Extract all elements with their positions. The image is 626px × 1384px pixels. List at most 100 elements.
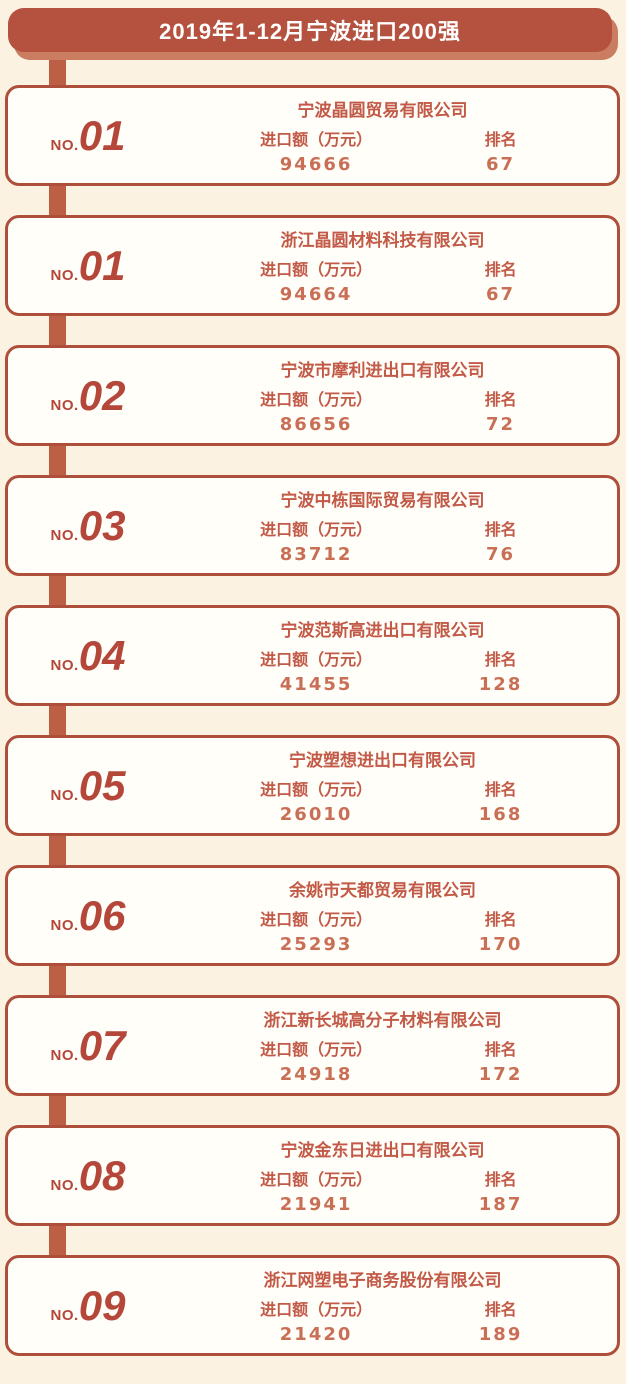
- stats-row: 进口额（万元） 25293 排名 170: [198, 906, 567, 955]
- company-name: 浙江新长城高分子材料有限公司: [263, 1011, 502, 1030]
- rank-number: 06: [78, 891, 126, 939]
- company-info: 宁波市摩利进出口有限公司 进口额（万元） 86656 排名 72: [178, 356, 617, 435]
- company-info: 浙江网塑电子商务股份有限公司 进口额（万元） 21420 排名 189: [178, 1266, 617, 1345]
- company-name: 宁波中栋国际贸易有限公司: [280, 491, 485, 510]
- rank-number: 05: [78, 761, 126, 809]
- stats-row: 进口额（万元） 26010 排名 168: [198, 776, 567, 825]
- stats-row: 进口额（万元） 21420 排名 189: [198, 1296, 567, 1345]
- overall-rank-cell: 排名 76: [434, 516, 567, 565]
- company-name: 浙江晶圆材料科技有限公司: [280, 231, 485, 250]
- company-info: 浙江晶圆材料科技有限公司 进口额（万元） 94664 排名 67: [178, 226, 617, 305]
- import-amount-cell: 进口额（万元） 21420: [198, 1296, 434, 1345]
- import-amount-cell: 进口额（万元） 26010: [198, 776, 434, 825]
- overall-rank-cell: 排名 187: [434, 1166, 567, 1215]
- import-amount-label: 进口额（万元）: [260, 392, 373, 409]
- company-name: 宁波晶圆贸易有限公司: [297, 101, 468, 120]
- company-name: 宁波市摩利进出口有限公司: [280, 361, 485, 380]
- rank-number: 07: [78, 1021, 126, 1069]
- company-card: NO. 08 宁波金东日进出口有限公司 进口额（万元） 21941 排名 187: [5, 1125, 620, 1226]
- import-amount-label: 进口额（万元）: [260, 782, 373, 799]
- rank-number: 08: [78, 1151, 126, 1199]
- overall-rank-label: 排名: [484, 392, 517, 409]
- company-name: 宁波金东日进出口有限公司: [280, 1141, 485, 1160]
- import-amount-cell: 进口额（万元） 83712: [198, 516, 434, 565]
- company-card: NO. 02 宁波市摩利进出口有限公司 进口额（万元） 86656 排名 72: [5, 345, 620, 446]
- rank-badge: NO. 07: [8, 1021, 178, 1069]
- company-info: 余姚市天都贸易有限公司 进口额（万元） 25293 排名 170: [178, 876, 617, 955]
- rank-number: 02: [78, 371, 126, 419]
- import-amount-value: 94664: [279, 284, 353, 305]
- overall-rank-value: 67: [486, 154, 516, 175]
- rank-number: 01: [78, 111, 126, 159]
- overall-rank-cell: 排名 72: [434, 386, 567, 435]
- overall-rank-label: 排名: [484, 1302, 517, 1319]
- overall-rank-cell: 排名 67: [434, 126, 567, 175]
- overall-rank-value: 189: [478, 1324, 523, 1345]
- import-amount-value: 94666: [279, 154, 353, 175]
- import-amount-label: 进口额（万元）: [260, 1302, 373, 1319]
- rank-prefix: NO.: [50, 136, 79, 154]
- overall-rank-label: 排名: [484, 522, 517, 539]
- overall-rank-cell: 排名 168: [434, 776, 567, 825]
- company-info: 宁波金东日进出口有限公司 进口额（万元） 21941 排名 187: [178, 1136, 617, 1215]
- overall-rank-value: 168: [478, 804, 523, 825]
- import-amount-cell: 进口额（万元） 86656: [198, 386, 434, 435]
- stats-row: 进口额（万元） 86656 排名 72: [198, 386, 567, 435]
- rank-number: 04: [78, 631, 126, 679]
- company-name: 浙江网塑电子商务股份有限公司: [263, 1271, 502, 1290]
- rank-badge: NO. 01: [8, 241, 178, 289]
- stats-row: 进口额（万元） 94664 排名 67: [198, 256, 567, 305]
- overall-rank-value: 67: [486, 284, 516, 305]
- company-info: 宁波中栋国际贸易有限公司 进口额（万元） 83712 排名 76: [178, 486, 617, 565]
- import-amount-label: 进口额（万元）: [260, 262, 373, 279]
- overall-rank-label: 排名: [484, 782, 517, 799]
- company-name: 宁波塑想进出口有限公司: [289, 751, 476, 770]
- import-amount-label: 进口额（万元）: [260, 1042, 373, 1059]
- overall-rank-cell: 排名 189: [434, 1296, 567, 1345]
- overall-rank-label: 排名: [484, 1172, 517, 1189]
- overall-rank-cell: 排名 67: [434, 256, 567, 305]
- rank-prefix: NO.: [50, 526, 79, 544]
- rank-prefix: NO.: [50, 266, 79, 284]
- overall-rank-label: 排名: [484, 912, 517, 929]
- company-name: 余姚市天都贸易有限公司: [289, 881, 476, 900]
- company-name: 宁波范斯高进出口有限公司: [280, 621, 485, 640]
- company-card: NO. 09 浙江网塑电子商务股份有限公司 进口额（万元） 21420 排名 1…: [5, 1255, 620, 1356]
- rank-number: 03: [78, 501, 126, 549]
- rank-badge: NO. 06: [8, 891, 178, 939]
- company-card: NO. 05 宁波塑想进出口有限公司 进口额（万元） 26010 排名 168: [5, 735, 620, 836]
- import-amount-value: 21941: [279, 1194, 353, 1215]
- company-card: NO. 01 宁波晶圆贸易有限公司 进口额（万元） 94666 排名 67: [5, 85, 620, 186]
- company-card: NO. 03 宁波中栋国际贸易有限公司 进口额（万元） 83712 排名 76: [5, 475, 620, 576]
- overall-rank-cell: 排名 172: [434, 1036, 567, 1085]
- import-amount-value: 24918: [279, 1064, 353, 1085]
- import-amount-label: 进口额（万元）: [260, 522, 373, 539]
- overall-rank-value: 170: [478, 934, 523, 955]
- company-info: 宁波范斯高进出口有限公司 进口额（万元） 41455 排名 128: [178, 616, 617, 695]
- import-amount-cell: 进口额（万元） 94666: [198, 126, 434, 175]
- rank-prefix: NO.: [50, 916, 79, 934]
- import-amount-label: 进口额（万元）: [260, 132, 373, 149]
- header-banner: 2019年1-12月宁波进口200强: [8, 8, 618, 60]
- company-card: NO. 07 浙江新长城高分子材料有限公司 进口额（万元） 24918 排名 1…: [5, 995, 620, 1096]
- overall-rank-cell: 排名 128: [434, 646, 567, 695]
- import-amount-cell: 进口额（万元） 25293: [198, 906, 434, 955]
- rank-number: 01: [78, 241, 126, 289]
- company-info: 浙江新长城高分子材料有限公司 进口额（万元） 24918 排名 172: [178, 1006, 617, 1085]
- overall-rank-label: 排名: [484, 652, 517, 669]
- stats-row: 进口额（万元） 94666 排名 67: [198, 126, 567, 175]
- rank-badge: NO. 08: [8, 1151, 178, 1199]
- rank-badge: NO. 03: [8, 501, 178, 549]
- overall-rank-value: 76: [486, 544, 516, 565]
- import-amount-value: 21420: [279, 1324, 353, 1345]
- import-amount-value: 26010: [279, 804, 353, 825]
- company-card: NO. 06 余姚市天都贸易有限公司 进口额（万元） 25293 排名 170: [5, 865, 620, 966]
- import-amount-value: 86656: [279, 414, 353, 435]
- rank-badge: NO. 02: [8, 371, 178, 419]
- import-amount-label: 进口额（万元）: [260, 1172, 373, 1189]
- overall-rank-label: 排名: [484, 1042, 517, 1059]
- rank-badge: NO. 05: [8, 761, 178, 809]
- overall-rank-value: 72: [486, 414, 516, 435]
- overall-rank-label: 排名: [484, 262, 517, 279]
- import-amount-value: 83712: [279, 544, 353, 565]
